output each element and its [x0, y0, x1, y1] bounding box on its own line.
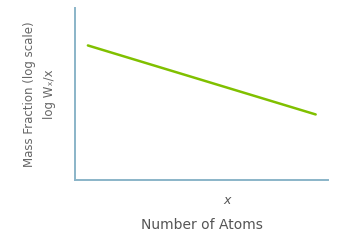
Text: Mass Fraction (log scale): Mass Fraction (log scale): [23, 21, 36, 167]
Text: x: x: [223, 194, 231, 207]
Text: Number of Atoms: Number of Atoms: [141, 218, 263, 232]
Text: log Wₓ/x: log Wₓ/x: [43, 69, 56, 118]
